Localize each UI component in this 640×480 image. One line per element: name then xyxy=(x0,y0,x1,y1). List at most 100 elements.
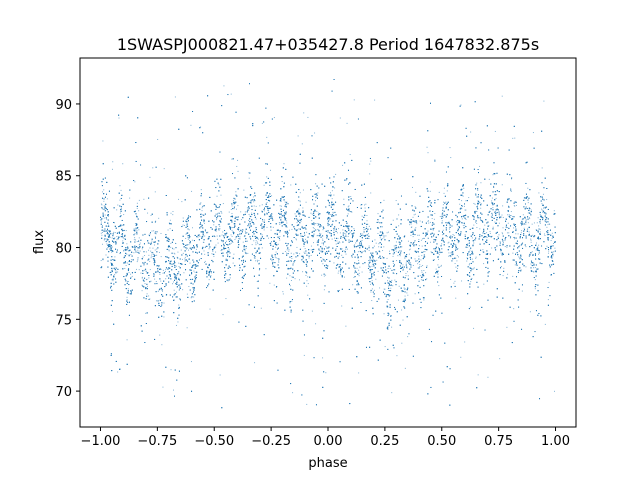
data-point xyxy=(537,253,539,255)
data-point xyxy=(500,250,502,252)
data-point xyxy=(352,233,354,235)
data-point xyxy=(398,225,400,227)
data-point xyxy=(438,285,440,287)
data-point xyxy=(255,205,257,207)
data-point xyxy=(125,262,127,264)
data-point xyxy=(183,272,185,274)
data-point xyxy=(141,284,143,286)
data-point xyxy=(529,311,531,313)
data-point xyxy=(311,310,313,312)
data-point xyxy=(523,227,525,229)
data-point xyxy=(361,271,363,273)
data-point xyxy=(215,213,217,215)
data-point xyxy=(258,244,260,246)
data-point xyxy=(338,256,340,258)
data-point xyxy=(463,215,465,217)
data-point xyxy=(547,299,549,301)
data-point xyxy=(170,212,172,214)
data-point xyxy=(340,273,342,275)
data-point xyxy=(502,233,504,235)
data-point xyxy=(387,276,389,278)
data-point xyxy=(342,237,344,239)
data-point xyxy=(477,200,479,202)
data-point xyxy=(158,289,160,291)
data-point xyxy=(379,237,381,239)
data-point xyxy=(101,231,103,233)
data-point xyxy=(191,190,193,192)
data-point xyxy=(363,229,365,231)
data-point xyxy=(318,229,320,231)
data-point xyxy=(394,269,396,271)
data-point xyxy=(302,207,304,209)
data-point xyxy=(163,168,165,170)
data-point xyxy=(503,267,505,269)
data-point xyxy=(120,189,122,191)
data-point xyxy=(146,293,148,295)
data-point xyxy=(307,276,309,278)
data-point xyxy=(461,208,463,210)
data-point xyxy=(429,221,431,223)
data-point xyxy=(299,215,301,217)
data-point xyxy=(270,217,272,219)
data-point xyxy=(105,230,107,232)
data-point xyxy=(450,278,452,280)
data-point xyxy=(149,176,151,178)
data-point xyxy=(380,234,382,236)
data-point xyxy=(504,240,506,242)
data-point xyxy=(369,271,371,273)
data-point xyxy=(286,220,288,222)
data-point xyxy=(329,219,331,221)
data-point xyxy=(442,209,444,211)
data-point xyxy=(286,249,288,251)
data-point xyxy=(529,208,531,210)
data-point xyxy=(381,226,383,228)
data-point xyxy=(371,280,373,282)
data-point xyxy=(443,201,445,203)
data-point xyxy=(278,261,280,263)
data-point xyxy=(158,251,160,253)
data-point xyxy=(258,269,260,271)
data-point xyxy=(400,262,402,264)
data-point xyxy=(268,215,270,217)
data-point xyxy=(537,217,539,219)
data-point xyxy=(240,211,242,213)
data-point xyxy=(160,256,162,258)
scatter-points xyxy=(100,79,556,409)
data-point xyxy=(377,232,379,234)
data-point xyxy=(346,225,348,227)
data-point xyxy=(200,202,202,204)
data-point xyxy=(195,251,197,253)
data-point xyxy=(114,238,116,240)
data-point xyxy=(261,234,263,236)
data-point xyxy=(243,275,245,277)
data-point xyxy=(534,279,536,281)
data-point xyxy=(544,220,546,222)
data-point xyxy=(168,250,170,252)
data-point xyxy=(256,232,258,234)
data-point xyxy=(509,215,511,217)
data-point xyxy=(530,238,532,240)
data-point xyxy=(217,212,219,214)
data-point xyxy=(185,233,187,235)
data-point xyxy=(527,202,529,204)
data-point xyxy=(520,258,522,260)
data-point xyxy=(390,287,392,289)
data-point xyxy=(425,272,427,274)
data-point xyxy=(266,206,268,208)
data-point xyxy=(216,213,218,215)
data-point xyxy=(369,173,371,175)
data-point xyxy=(465,209,467,211)
data-point xyxy=(507,222,509,224)
data-point xyxy=(276,232,278,234)
data-point xyxy=(373,289,375,291)
data-point xyxy=(455,221,457,223)
data-point xyxy=(288,249,290,251)
data-point xyxy=(130,273,132,275)
data-point xyxy=(394,279,396,281)
data-point xyxy=(175,274,177,276)
data-point xyxy=(172,248,173,250)
data-point xyxy=(358,372,360,374)
data-point xyxy=(257,243,259,245)
data-point xyxy=(533,271,535,273)
data-point xyxy=(131,275,133,277)
